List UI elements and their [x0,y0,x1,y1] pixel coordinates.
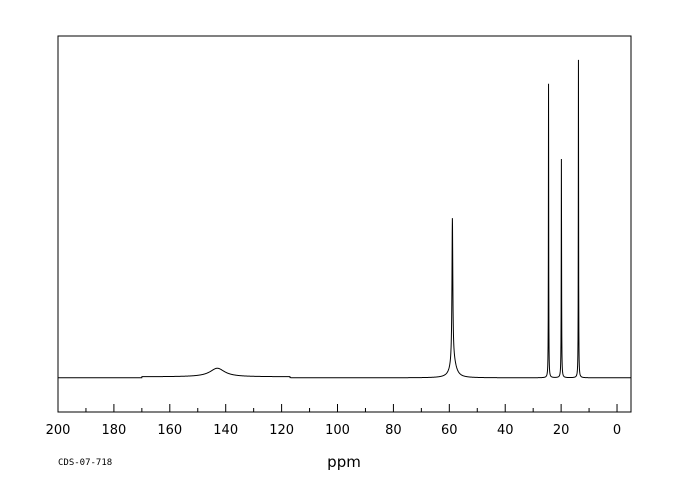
tick-label: 180 [101,423,126,438]
x-axis-ticks [57,404,618,412]
tick-label: 20 [553,423,570,438]
tick-label: 60 [441,423,458,438]
tick-label: 200 [46,423,71,438]
tick-label: 40 [497,423,514,438]
x-axis-tick-labels: 200 180 160 140 120 100 80 60 40 20 0 [46,423,622,438]
spectrum-line [58,59,631,379]
tick-label: 120 [269,423,294,438]
x-axis-label: ppm [327,453,361,471]
tick-label: 0 [613,423,621,438]
tick-label: 160 [157,423,182,438]
tick-label: 140 [213,423,238,438]
tick-label: 100 [325,423,350,438]
plot-frame [57,35,632,413]
tick-label: 80 [385,423,402,438]
spectrum-code-label: CDS-07-718 [58,458,112,468]
